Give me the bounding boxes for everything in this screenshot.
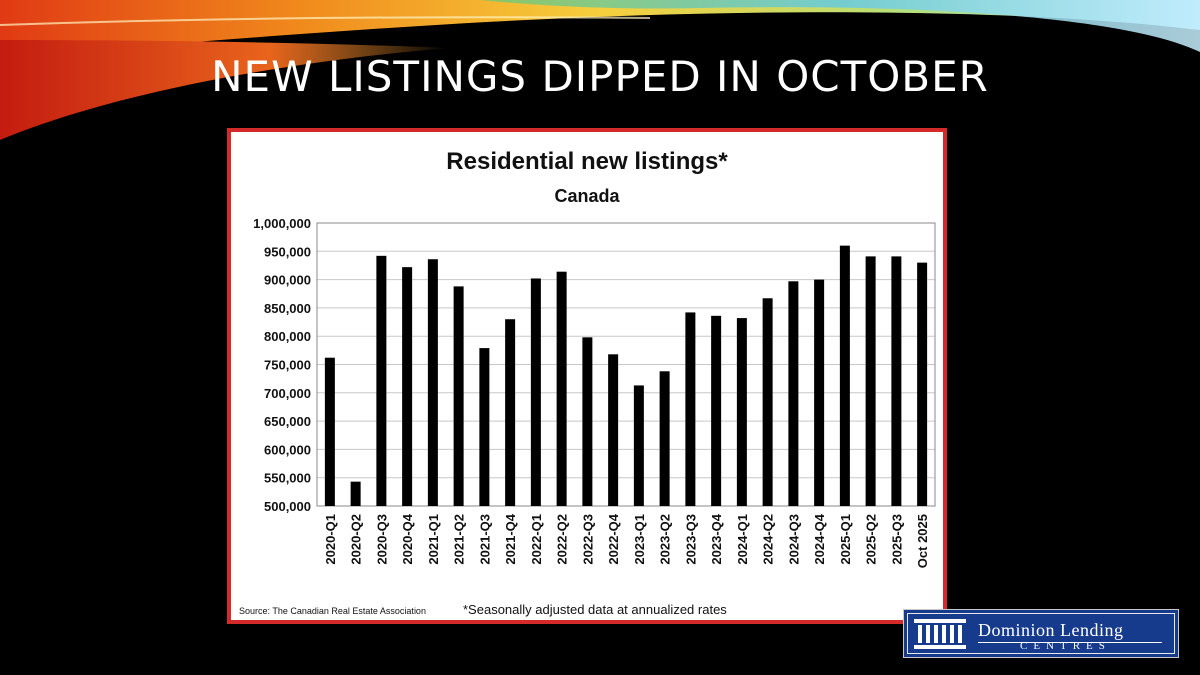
y-tick-label: 900,000 <box>264 273 311 288</box>
bar <box>479 348 490 506</box>
x-tick-label: 2024-Q1 <box>735 514 750 565</box>
company-logo: Dominion Lending CENTRES <box>903 609 1179 658</box>
bar <box>865 256 876 506</box>
bar <box>917 262 928 506</box>
bar <box>736 318 747 506</box>
y-tick-label: 950,000 <box>264 244 311 259</box>
x-tick-label: 2021-Q1 <box>426 514 441 565</box>
x-tick-label: 2021-Q3 <box>477 514 492 565</box>
x-tick-label: 2022-Q3 <box>580 514 595 565</box>
x-tick-label: 2020-Q3 <box>374 514 389 565</box>
logo-border <box>907 613 1175 654</box>
bar <box>427 259 438 506</box>
bar-chart: 1,000,000 950,000 900,000 850,000 800,000 750… <box>253 216 936 568</box>
bar <box>376 255 387 506</box>
x-tick-label: 2023-Q4 <box>709 513 724 564</box>
x-tick-label: 2024-Q3 <box>786 514 801 565</box>
y-tick-label: 750,000 <box>264 358 311 373</box>
logo-divider <box>978 642 1162 643</box>
chart-footnote: *Seasonally adjusted data at annualized … <box>463 602 727 617</box>
logo-name: Dominion Lending <box>978 620 1124 640</box>
bar <box>814 279 825 506</box>
x-tick-label: 2020-Q4 <box>400 513 415 564</box>
columns-icon <box>914 619 966 649</box>
bar <box>762 298 773 506</box>
y-tick-label: 550,000 <box>264 471 311 486</box>
bar <box>505 319 516 506</box>
y-tick-label: 700,000 <box>264 386 311 401</box>
bar <box>891 256 902 506</box>
x-tick-label: 2025-Q3 <box>889 514 904 565</box>
x-tick-label: 2021-Q2 <box>452 514 467 565</box>
logo-subname: CENTRES <box>1020 640 1111 652</box>
x-tick-label: 2020-Q1 <box>323 514 338 565</box>
x-tick-label: 2023-Q2 <box>658 514 673 565</box>
chart-subtitle: Canada <box>554 186 620 206</box>
x-tick-label: 2024-Q2 <box>761 514 776 565</box>
bar <box>608 354 619 506</box>
chart-source: Source: The Canadian Real Estate Associa… <box>239 606 426 616</box>
bar <box>556 271 567 506</box>
bar <box>685 312 696 506</box>
x-tick-label: 2021-Q4 <box>503 513 518 564</box>
chart-title: Residential new listings* <box>446 148 728 175</box>
plot-area <box>316 222 936 507</box>
bar <box>711 315 722 506</box>
x-tick-label: 2023-Q3 <box>683 514 698 565</box>
bar <box>839 245 850 506</box>
x-tick-label: 2022-Q2 <box>555 514 570 565</box>
x-tick-label: Oct 2025 <box>915 514 930 568</box>
decorative-swoosh <box>0 0 1200 140</box>
bar <box>350 481 361 506</box>
slide-title: NEW LISTINGS DIPPED IN OCTOBER <box>211 52 989 101</box>
x-tick-label: 2022-Q4 <box>606 513 621 564</box>
bar <box>530 278 541 506</box>
y-tick-label: 650,000 <box>264 414 311 429</box>
x-tick-label: 2020-Q2 <box>349 514 364 565</box>
y-tick-label: 600,000 <box>264 442 311 457</box>
x-tick-label: 2025-Q2 <box>864 514 879 565</box>
bar <box>402 267 413 506</box>
bar <box>633 385 644 506</box>
x-tick-label: 2023-Q1 <box>632 514 647 565</box>
x-tick-label: 2025-Q1 <box>838 514 853 565</box>
bar <box>659 371 670 506</box>
y-tick-label: 1,000,000 <box>253 216 311 231</box>
x-tick-label: 2024-Q4 <box>812 513 827 564</box>
chart-panel: Residential new listings* Canada 1,000,0… <box>227 128 947 624</box>
y-tick-label: 800,000 <box>264 329 311 344</box>
bar <box>453 286 464 506</box>
x-tick-label: 2022-Q1 <box>529 514 544 565</box>
bar <box>788 281 799 506</box>
bar <box>582 337 593 506</box>
bar <box>324 357 335 506</box>
y-tick-label: 850,000 <box>264 301 311 316</box>
y-tick-label: 500,000 <box>264 499 311 514</box>
